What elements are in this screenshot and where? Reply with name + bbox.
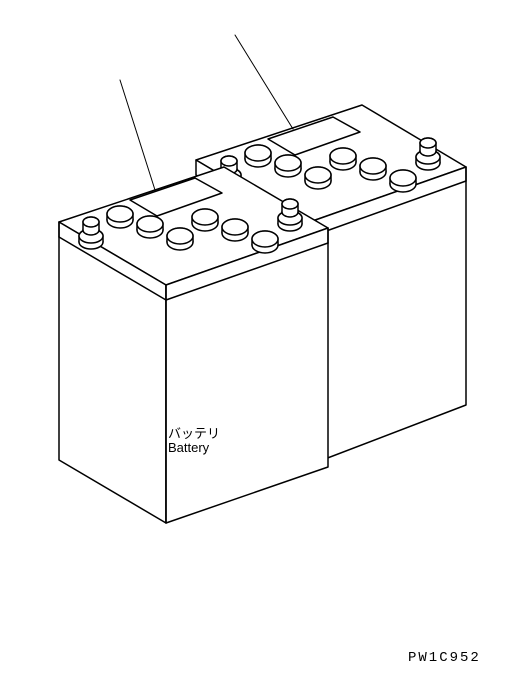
battery-label-en: Battery [168, 441, 220, 455]
battery-diagram-svg [0, 0, 523, 679]
battery-label-jp: バッテリ [168, 427, 220, 441]
technical-diagram-canvas: バッテリ Battery PW1C952 [0, 0, 523, 679]
drawing-code: PW1C952 [408, 650, 481, 666]
battery-label: バッテリ Battery [168, 427, 220, 456]
